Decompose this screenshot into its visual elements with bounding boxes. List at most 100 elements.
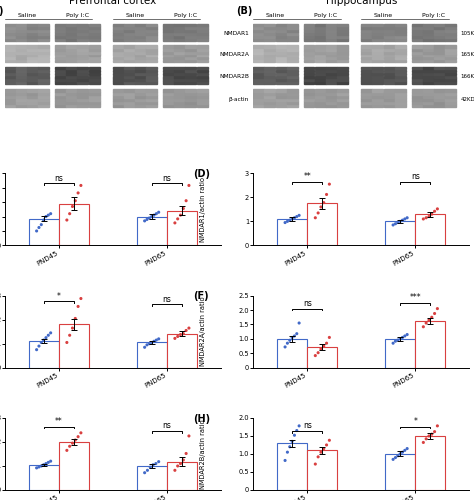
Bar <box>27 26 38 29</box>
Point <box>428 430 436 438</box>
Bar <box>337 48 348 50</box>
Bar <box>197 26 208 29</box>
Bar <box>113 30 124 32</box>
Bar <box>326 60 337 62</box>
Bar <box>264 104 275 106</box>
Bar <box>303 90 314 92</box>
Bar <box>315 32 326 35</box>
Point <box>40 336 47 344</box>
Bar <box>124 82 135 84</box>
Bar <box>315 82 326 84</box>
Bar <box>38 24 49 26</box>
Bar <box>337 57 348 59</box>
Bar <box>66 70 77 72</box>
Point <box>182 326 190 334</box>
Bar <box>55 70 66 72</box>
Bar <box>77 67 88 70</box>
Bar <box>55 92 66 95</box>
Point <box>314 348 322 356</box>
Bar <box>163 60 174 62</box>
Bar <box>361 48 372 50</box>
Bar <box>303 78 314 81</box>
Text: Saline: Saline <box>18 13 36 18</box>
Bar <box>383 24 394 26</box>
Bar <box>146 26 157 29</box>
Bar <box>135 104 146 106</box>
Bar <box>16 57 27 59</box>
Point <box>323 339 330 347</box>
Bar <box>315 76 326 78</box>
Bar <box>5 38 16 40</box>
Bar <box>55 104 66 106</box>
Bar <box>264 96 275 98</box>
Bar <box>185 70 196 72</box>
Bar <box>395 30 406 32</box>
Bar <box>197 96 208 98</box>
Bar <box>277 339 307 368</box>
Bar <box>185 104 196 106</box>
Bar <box>361 104 372 106</box>
Bar <box>59 442 89 490</box>
Bar <box>27 96 38 98</box>
Bar <box>287 72 298 75</box>
Bar <box>337 70 348 72</box>
Bar <box>337 32 348 35</box>
Bar <box>38 76 49 78</box>
Point <box>37 220 45 228</box>
Text: NMDAR1: NMDAR1 <box>223 31 249 36</box>
Bar <box>16 30 27 32</box>
Bar <box>16 76 27 78</box>
Bar <box>146 76 157 78</box>
Point <box>155 458 163 466</box>
Bar <box>16 82 27 84</box>
Bar <box>16 60 27 62</box>
Bar <box>264 70 275 72</box>
Bar <box>275 35 286 38</box>
Bar <box>275 104 286 106</box>
Bar <box>275 54 286 56</box>
Bar <box>113 101 124 103</box>
Bar <box>264 26 275 29</box>
Bar <box>113 76 124 78</box>
Bar <box>89 92 100 95</box>
Bar <box>185 101 196 103</box>
Bar <box>124 38 135 40</box>
Bar <box>361 45 372 48</box>
Bar <box>287 54 298 56</box>
Point <box>144 466 151 474</box>
Bar <box>185 76 196 78</box>
Bar <box>55 54 66 56</box>
Bar <box>434 57 445 59</box>
Bar <box>434 48 445 50</box>
Bar <box>264 38 275 40</box>
Bar <box>38 38 49 40</box>
Point <box>399 216 406 224</box>
Bar <box>315 57 326 59</box>
Point <box>283 448 291 456</box>
Bar <box>287 104 298 106</box>
Point <box>394 218 401 226</box>
Bar <box>373 90 383 92</box>
Bar <box>337 30 348 32</box>
Bar <box>135 54 146 56</box>
Bar <box>55 72 66 75</box>
Bar <box>124 30 135 32</box>
Bar <box>383 30 394 32</box>
Bar <box>326 101 337 103</box>
Point <box>182 450 190 458</box>
Text: (A): (A) <box>0 6 4 16</box>
Bar <box>16 48 27 50</box>
Bar <box>395 67 406 70</box>
Point <box>74 302 82 310</box>
Bar <box>373 60 383 62</box>
Bar <box>423 76 434 78</box>
Point <box>320 342 328 350</box>
Point <box>317 345 325 353</box>
Bar <box>287 24 298 26</box>
Bar <box>5 78 16 81</box>
Bar <box>315 98 326 101</box>
Text: NMDAR2B: NMDAR2B <box>219 74 249 79</box>
Bar <box>303 60 314 62</box>
Bar <box>113 92 124 95</box>
Bar <box>315 70 326 72</box>
